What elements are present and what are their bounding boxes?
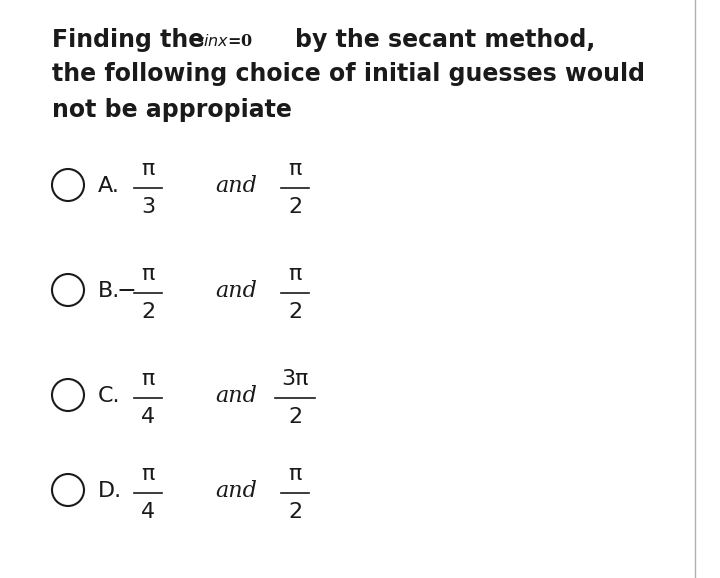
Text: C.: C. xyxy=(98,386,120,406)
Text: 2: 2 xyxy=(288,197,302,217)
Text: 2: 2 xyxy=(288,407,302,427)
Text: and: and xyxy=(215,280,257,302)
Text: 3: 3 xyxy=(141,197,155,217)
Text: by the secant method,: by the secant method, xyxy=(295,28,595,52)
Text: −: − xyxy=(116,279,136,303)
Text: π: π xyxy=(141,159,155,179)
Text: not be appropiate: not be appropiate xyxy=(52,98,292,122)
Text: π: π xyxy=(289,159,302,179)
Text: Finding the: Finding the xyxy=(52,28,204,52)
Text: and: and xyxy=(215,385,257,407)
Text: A.: A. xyxy=(98,176,120,196)
Text: the following choice of initial guesses would: the following choice of initial guesses … xyxy=(52,62,645,86)
Text: 4: 4 xyxy=(141,502,155,522)
Text: 2: 2 xyxy=(141,302,155,322)
Text: 3π: 3π xyxy=(282,369,309,389)
Text: 2: 2 xyxy=(288,302,302,322)
Text: and: and xyxy=(215,175,257,197)
Text: π: π xyxy=(141,264,155,284)
Text: π: π xyxy=(289,264,302,284)
Text: B.: B. xyxy=(98,281,120,301)
Text: π: π xyxy=(141,464,155,484)
Text: 2: 2 xyxy=(288,502,302,522)
Text: 4: 4 xyxy=(141,407,155,427)
Text: π: π xyxy=(141,369,155,389)
Text: and: and xyxy=(215,480,257,502)
Text: π: π xyxy=(289,464,302,484)
Text: $\mathit{sinx}$=0: $\mathit{sinx}$=0 xyxy=(195,33,253,50)
Text: D.: D. xyxy=(98,481,122,501)
